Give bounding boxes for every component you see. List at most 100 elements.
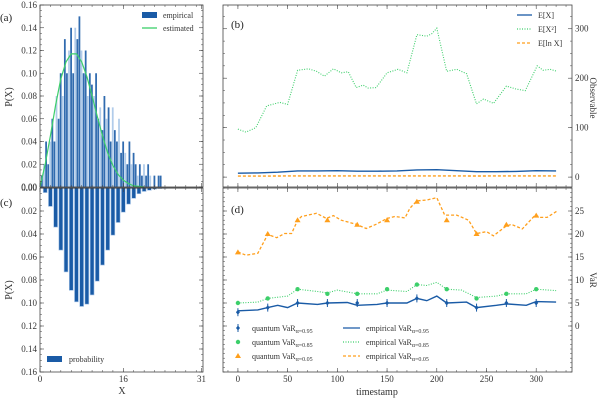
xtick-label: 16 xyxy=(119,374,129,384)
panel-label-b: (b) xyxy=(231,19,244,31)
legend-label-sub: α=0.95 xyxy=(412,329,429,335)
empirical-bar xyxy=(124,152,127,187)
legend-label-name: empirical VaR xyxy=(366,352,413,361)
legend-marker-quantum xyxy=(235,353,241,358)
quantum-var-marker xyxy=(325,291,330,296)
quantum-var-marker xyxy=(443,217,450,223)
ytick-label: 0.12 xyxy=(21,46,37,56)
panel-c: 0.00 0.02 0.04 0.06 0.08 0.10 0.12 0.14 0.160 16 3… xyxy=(21,183,206,384)
empirical-bar xyxy=(47,164,50,187)
quantum-var-marker xyxy=(294,217,301,223)
ytick-label: 200 xyxy=(575,73,589,83)
xlabel-c: X xyxy=(118,386,126,397)
ytick-label: 0.04 xyxy=(21,229,37,239)
ytick-label: 0.16 xyxy=(21,367,37,377)
probability-bar xyxy=(53,187,58,228)
quantum-var-marker xyxy=(325,300,330,306)
empirical-bar xyxy=(101,130,104,187)
quantum-var-marker xyxy=(384,287,390,292)
empirical-bar xyxy=(74,27,77,187)
empirical-bar xyxy=(149,175,152,187)
legend-label-empirical: empirical xyxy=(163,11,194,20)
empirical-bar xyxy=(80,50,83,187)
empirical-bar xyxy=(136,175,139,187)
quantum-var-marker xyxy=(534,300,539,306)
empirical-bar xyxy=(61,96,64,187)
empirical-bar xyxy=(84,50,87,187)
legend-c: probability xyxy=(47,355,104,364)
quantum-var-marker xyxy=(235,309,240,315)
quantum-var-marker xyxy=(324,217,331,223)
quantum-var-marker xyxy=(473,231,480,236)
legend-label-quantum: quantum VaRα=0.85 xyxy=(252,338,313,349)
ytick-label: 0.00 xyxy=(21,183,37,193)
ytick-label: 0.04 xyxy=(21,137,37,147)
panel-a: 0.00 0.02 0.04 0.06 0.08 0.10 0.12 0.14 0.16 xyxy=(21,0,204,192)
probability-bar xyxy=(74,187,79,303)
ytick-label: 0.00 xyxy=(21,182,37,192)
ylabel-d: VaR xyxy=(588,272,598,288)
probability-bar xyxy=(58,187,64,251)
quantum-var-marker xyxy=(534,287,539,292)
empirical-bar xyxy=(111,107,114,187)
probability-bar xyxy=(84,187,90,305)
ytick-label: 0.02 xyxy=(21,206,37,216)
empirical-bar xyxy=(95,73,97,187)
ytick-label: 15 xyxy=(575,252,585,262)
ytick-label: 0.16 xyxy=(21,0,37,10)
ytick-label: 300 xyxy=(575,24,589,34)
quantum-var-marker xyxy=(504,300,509,306)
probability-bar xyxy=(105,187,110,251)
empirical-bar xyxy=(45,141,47,187)
empirical-bar xyxy=(132,152,135,187)
xtick-label: 200 xyxy=(430,374,444,384)
empirical-bar xyxy=(68,50,70,187)
empirical-bar xyxy=(76,39,79,187)
xtick-label: 150 xyxy=(380,374,394,384)
panel-label-a: (a) xyxy=(0,12,13,24)
panel-b: 0 100 200 300 xyxy=(222,4,589,188)
probability-bar xyxy=(115,187,121,223)
xtick-label: 100 xyxy=(331,374,345,384)
legend-label-ex: E[X] xyxy=(538,11,554,20)
probability-bar xyxy=(68,187,74,291)
quantum-var-marker xyxy=(264,231,271,236)
empirical-var-085-line xyxy=(237,281,557,304)
ex2-line xyxy=(237,27,558,133)
ytick-label: 0.06 xyxy=(21,114,37,124)
empirical-bar xyxy=(128,141,131,187)
legend-label-quantum: quantum VaRα=0.05 xyxy=(252,352,313,363)
quantum-var-marker xyxy=(355,291,360,296)
empirical-bar xyxy=(57,118,60,187)
empirical-bar xyxy=(72,73,75,187)
empirical-var-095-line xyxy=(237,295,557,312)
legend-label-empirical: empirical VaRα=0.95 xyxy=(366,324,429,335)
xtick-label: 300 xyxy=(529,374,543,384)
quantum-var-marker xyxy=(533,212,540,218)
empirical-var-005-line xyxy=(237,196,558,256)
empirical-bar xyxy=(91,84,93,187)
legend-label-name: quantum VaR xyxy=(252,338,296,347)
empirical-bar xyxy=(143,164,145,187)
ytick-label: 0.10 xyxy=(21,68,37,78)
legend-label-name: quantum VaR xyxy=(252,324,296,333)
panel-label-c: (c) xyxy=(0,197,13,209)
ylabel-b: Observable xyxy=(588,78,598,119)
empirical-bar xyxy=(109,141,112,187)
quantum-var-marker xyxy=(504,291,509,296)
estimated-line xyxy=(39,53,145,188)
legend-label-name: empirical VaR xyxy=(366,324,413,333)
empirical-bar xyxy=(59,73,62,187)
legend-marker-quantum xyxy=(236,325,240,331)
probability-bar xyxy=(126,187,131,205)
xtick-label: 0 xyxy=(236,374,241,384)
legend-label-sub: α=0.85 xyxy=(412,343,429,349)
quantum-var-marker xyxy=(265,296,270,301)
probability-bar xyxy=(79,187,84,307)
ytick-label: 0.02 xyxy=(21,159,37,169)
probability-bar xyxy=(95,187,100,282)
empirical-bar xyxy=(88,73,91,187)
